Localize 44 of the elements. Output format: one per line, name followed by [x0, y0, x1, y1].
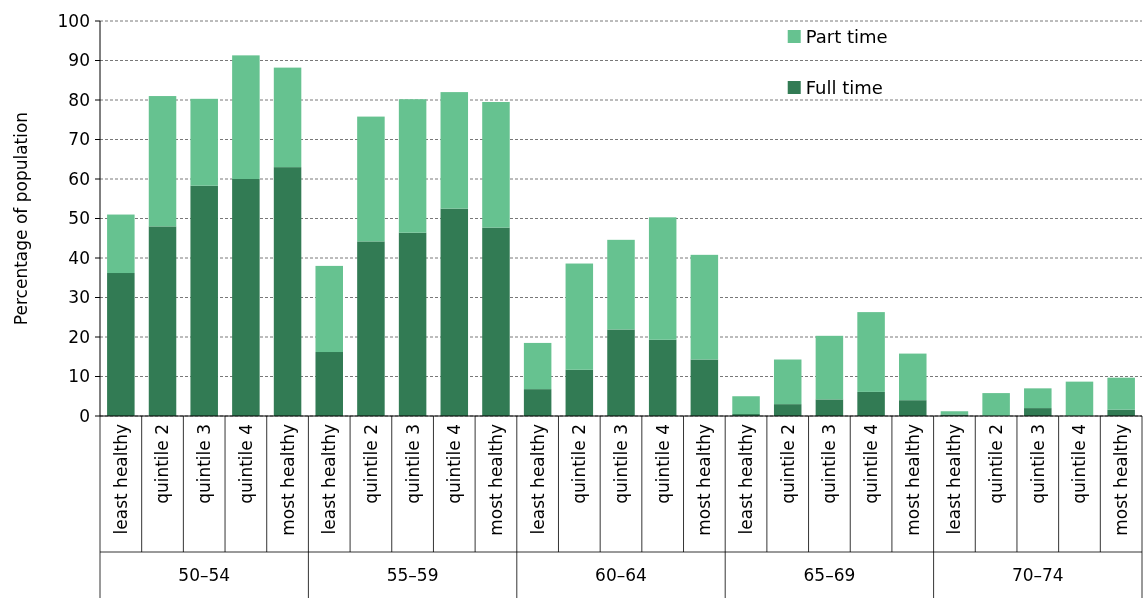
x-tick-label: quintile 4 [444, 424, 465, 504]
text: 60–64 [595, 565, 647, 585]
x-tick-label: least healthy [319, 424, 340, 535]
legend-label: Full time [805, 77, 883, 99]
x-tick-label: most healthy [277, 424, 298, 536]
x-tick-label: quintile 4 [861, 424, 882, 504]
x-tick-label: quintile 4 [652, 424, 673, 504]
x-tick-label: least healthy [110, 424, 131, 535]
y-axis-title: Percentage of population [11, 111, 31, 326]
text: 70–74 [1011, 565, 1064, 585]
x-tick-label: quintile 2 [152, 424, 173, 504]
y-tick-label: 70 [68, 129, 90, 150]
x-tick-label: least healthy [944, 424, 965, 535]
y-tick-label: 80 [68, 89, 90, 110]
y-tick-label: 0 [79, 405, 90, 426]
x-tick-label: quintile 3 [194, 424, 215, 504]
y-tick-label: 40 [68, 247, 90, 268]
x-tick-label: quintile 3 [610, 424, 631, 504]
x-tick-label: most healthy [694, 424, 715, 536]
x-tick-label: least healthy [735, 424, 756, 535]
y-tick-label: 100 [57, 10, 90, 31]
x-tick-label: quintile 2 [986, 424, 1007, 504]
x-tick-label: quintile 4 [1069, 424, 1090, 504]
y-tick-label: 30 [68, 287, 90, 308]
x-tick-label: quintile 3 [402, 424, 423, 504]
x-tick-label: most healthy [485, 424, 506, 536]
x-tick-label: most healthy [1111, 424, 1132, 536]
x-tick-label: quintile 3 [1027, 424, 1048, 504]
x-tick-label: quintile 3 [819, 424, 840, 504]
x-tick-label: most healthy [902, 424, 923, 536]
text: 55–59 [386, 565, 439, 585]
x-tick-label: quintile 2 [360, 424, 381, 504]
legend-label: Part time [805, 26, 888, 48]
y-tick-label: 20 [68, 326, 90, 347]
y-tick-label: 50 [68, 208, 90, 229]
x-tick-label: quintile 2 [569, 424, 590, 504]
y-tick-label: 10 [68, 366, 90, 387]
text: 65–69 [803, 565, 856, 585]
x-tick-label: quintile 4 [235, 424, 256, 504]
y-tick-label: 60 [68, 168, 90, 189]
x-tick-label: quintile 2 [777, 424, 798, 504]
text: 50–54 [178, 565, 231, 585]
x-tick-label: least healthy [527, 424, 548, 535]
y-tick-label: 90 [68, 50, 90, 71]
